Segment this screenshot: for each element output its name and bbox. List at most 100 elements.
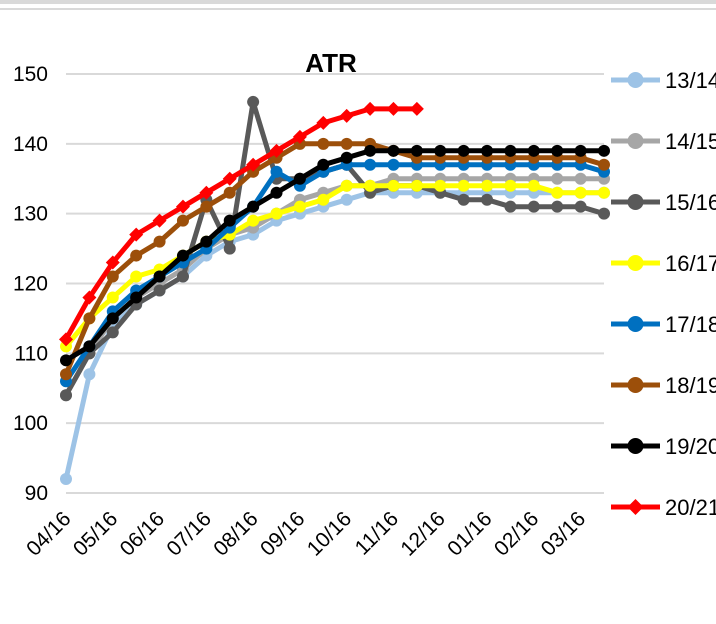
point-20/21-7: [222, 171, 237, 186]
point-18/19-6: [200, 200, 213, 213]
point-15/16-4: [153, 284, 166, 297]
point-16/17-8: [247, 214, 260, 227]
x-tick-label-09/16: 09/16: [256, 507, 309, 560]
legend-item-17/18: 17/18: [611, 312, 716, 337]
point-18/19-4: [153, 235, 166, 248]
point-13/14-1: [83, 368, 96, 381]
point-18/19-11: [317, 137, 330, 150]
x-axis-tick-labels: 04/1605/1606/1607/1608/1609/1610/1611/16…: [22, 507, 590, 560]
point-19/20-21: [551, 144, 564, 157]
series-20/21: [59, 101, 424, 347]
point-16/17-18: [481, 179, 494, 192]
legend-label-14/15: 14/15: [665, 129, 716, 154]
point-18/19-1: [83, 312, 96, 325]
legend-item-20/21: 20/21: [611, 495, 716, 520]
point-16/17-19: [504, 179, 517, 192]
chart-title: ATR: [305, 48, 357, 78]
legend-item-19/20: 19/20: [611, 434, 716, 459]
x-tick-label-10/16: 10/16: [303, 507, 356, 560]
point-16/17-16: [434, 179, 447, 192]
point-19/20-7: [223, 214, 236, 227]
point-20/21-11: [316, 115, 331, 130]
legend-label-19/20: 19/20: [665, 434, 716, 459]
point-15/16-5: [176, 270, 189, 283]
legend-label-20/21: 20/21: [665, 495, 716, 520]
x-tick-label-02/16: 02/16: [490, 507, 543, 560]
legend-item-14/15: 14/15: [611, 129, 716, 154]
point-16/17-22: [574, 186, 587, 199]
point-13/14-12: [340, 193, 353, 206]
point-16/17-21: [551, 186, 564, 199]
x-tick-label-01/16: 01/16: [443, 507, 496, 560]
series-line-20/21: [63, 106, 420, 342]
point-14/15-21: [551, 172, 564, 185]
legend-marker-14/15: [627, 133, 644, 149]
legend-label-15/16: 15/16: [665, 190, 716, 215]
point-16/17-11: [317, 193, 330, 206]
point-15/16-19: [504, 200, 517, 213]
point-18/19-0: [60, 368, 72, 381]
point-19/20-17: [457, 144, 470, 157]
legend-marker-17/18: [627, 316, 644, 332]
y-tick-label-100: 100: [13, 412, 48, 435]
point-20/21-8: [246, 157, 261, 172]
point-19/20-4: [153, 270, 166, 283]
legend-marker-20/21: [627, 499, 644, 515]
point-19/20-5: [176, 249, 189, 262]
point-19/20-19: [504, 144, 517, 157]
legend-marker-13/14: [627, 72, 644, 88]
point-19/20-16: [434, 144, 447, 157]
point-19/20-22: [574, 144, 587, 157]
point-15/16-23: [598, 207, 610, 220]
point-19/20-20: [527, 144, 540, 157]
point-15/16-20: [527, 200, 540, 213]
point-20/21-2: [105, 255, 120, 270]
legend-item-13/14: 13/14: [611, 68, 716, 93]
y-axis-tick-labels: 90 100 110 120 130 140 150: [13, 63, 48, 505]
point-20/21-4: [152, 213, 167, 228]
point-20/21-6: [199, 185, 214, 200]
x-tick-label-03/16: 03/16: [537, 507, 590, 560]
point-18/19-7: [223, 186, 236, 199]
legend-item-16/17: 16/17: [611, 251, 716, 276]
top-border: [0, 0, 716, 4]
point-19/20-23: [598, 144, 610, 157]
point-14/15-22: [574, 172, 587, 185]
point-16/17-15: [410, 179, 423, 192]
point-17/18-9: [270, 165, 283, 178]
point-18/19-23: [598, 158, 610, 171]
series-18/19: [60, 137, 610, 381]
point-18/19-2: [106, 270, 119, 283]
legend-marker-15/16: [627, 194, 644, 210]
point-20/21-5: [175, 199, 190, 214]
series-19/20: [60, 144, 610, 367]
point-17/18-14: [387, 158, 400, 171]
point-15/16-8: [247, 95, 260, 108]
point-16/17-9: [270, 207, 283, 220]
point-15/16-22: [574, 200, 587, 213]
point-16/17-23: [598, 186, 610, 199]
point-19/20-3: [130, 291, 143, 304]
point-19/20-10: [293, 172, 306, 185]
point-19/20-15: [410, 144, 423, 157]
point-16/17-12: [340, 179, 353, 192]
series-line-16/17: [63, 183, 607, 349]
y-tick-label-130: 130: [13, 203, 48, 226]
point-20/21-9: [269, 143, 284, 158]
point-19/20-8: [247, 200, 260, 213]
point-20/21-0: [59, 332, 73, 347]
y-tick-label-90: 90: [25, 482, 48, 505]
point-19/20-13: [364, 144, 377, 157]
point-19/20-1: [83, 340, 96, 353]
point-20/21-15: [409, 101, 424, 116]
point-20/21-12: [339, 108, 354, 123]
y-tick-label-120: 120: [13, 273, 48, 296]
point-19/20-14: [387, 144, 400, 157]
point-15/16-21: [551, 200, 564, 213]
point-20/21-10: [292, 129, 307, 144]
point-16/17-14: [387, 179, 400, 192]
point-15/16-0: [60, 389, 72, 402]
point-16/17-3: [130, 270, 143, 283]
